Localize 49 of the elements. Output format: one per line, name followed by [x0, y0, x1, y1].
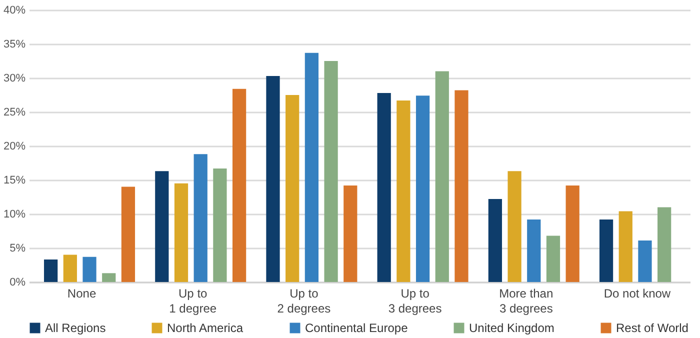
bar: [63, 254, 77, 282]
x-tick-label: Up to 2 degrees: [277, 286, 331, 316]
y-tick-label: 10%: [3, 208, 26, 220]
bar: [488, 199, 502, 282]
x-tick-label: Up to 1 degree: [169, 286, 217, 316]
bar: [546, 236, 560, 282]
legend-label: Rest of World: [616, 321, 688, 335]
bar: [213, 168, 227, 282]
bar: [102, 273, 116, 282]
bar: [618, 211, 632, 282]
legend-label: United Kingdom: [469, 321, 554, 335]
y-tick-label: 25%: [3, 106, 26, 118]
bar: [599, 219, 614, 282]
bar: [638, 240, 652, 282]
legend-label: Continental Europe: [305, 321, 408, 335]
bar: [344, 185, 358, 282]
x-tick-label: Do not know: [604, 286, 671, 300]
y-tick-label: 35%: [3, 38, 26, 50]
bar: [377, 92, 391, 282]
bar: [416, 96, 430, 282]
bar: [82, 256, 96, 282]
x-tick-label: None: [67, 286, 96, 300]
bar: [658, 207, 672, 282]
y-tick-label: 20%: [3, 140, 26, 152]
legend-label: North America: [167, 321, 244, 335]
bar: [304, 52, 319, 282]
y-tick-label: 30%: [3, 72, 26, 84]
bar: [194, 154, 208, 282]
bar: [174, 183, 188, 282]
x-tick-label: Up to 3 degrees: [388, 286, 442, 316]
bar: [266, 76, 280, 282]
legend-label: All Regions: [45, 321, 106, 335]
bar: [286, 95, 300, 282]
bar: [508, 171, 522, 282]
bar: [566, 185, 580, 282]
bar: [324, 61, 338, 282]
y-tick-label: 15%: [3, 174, 26, 186]
y-tick-label: 5%: [10, 242, 26, 254]
y-tick-label: 40%: [3, 4, 26, 16]
y-tick-label: 0%: [10, 276, 26, 288]
x-tick-label: More than 3 degrees: [499, 286, 554, 316]
bar: [121, 186, 136, 282]
bar: [454, 90, 468, 282]
bar: [44, 260, 58, 282]
bar: [435, 71, 449, 282]
bar: [232, 88, 246, 282]
bar: [396, 100, 410, 282]
bar: [155, 171, 169, 282]
bar: [527, 219, 541, 282]
